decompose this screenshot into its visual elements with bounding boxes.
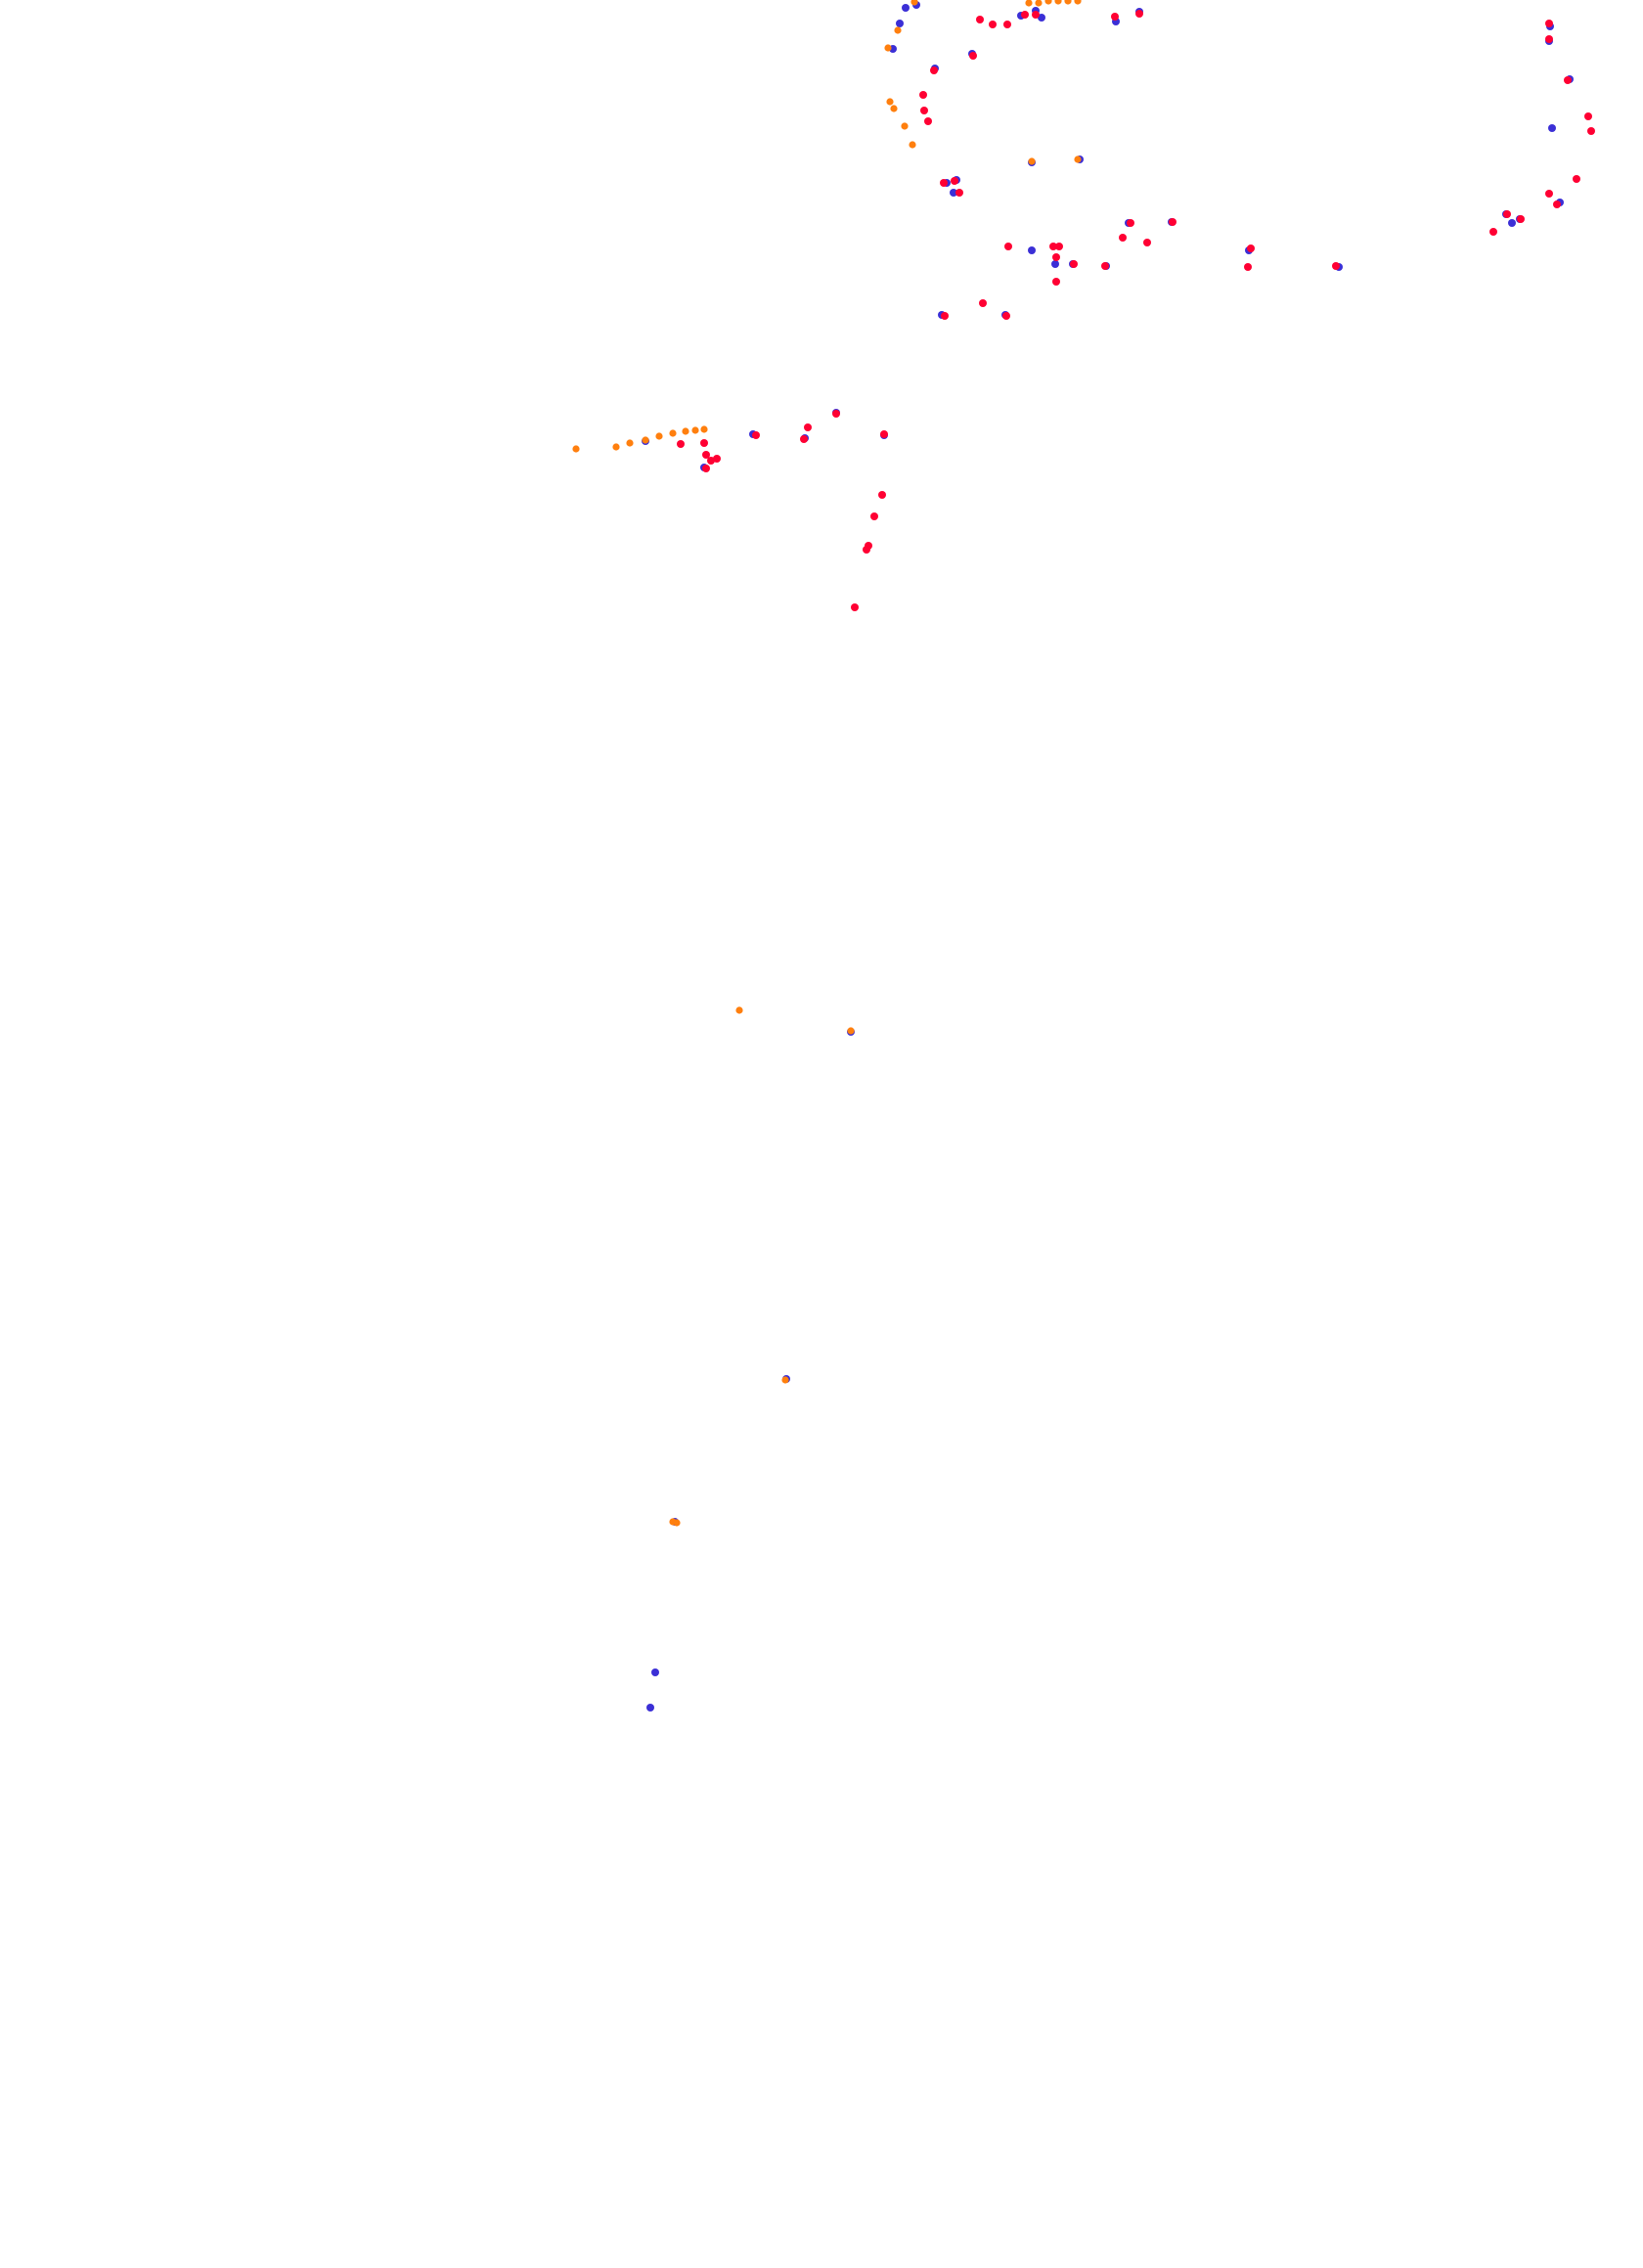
red-map-point bbox=[1021, 11, 1029, 19]
red-map-point bbox=[677, 440, 685, 448]
red-map-point bbox=[1111, 13, 1119, 21]
red-point-layer bbox=[677, 10, 1595, 611]
red-map-point bbox=[863, 546, 870, 554]
red-map-point bbox=[1332, 262, 1340, 270]
blue-map-point bbox=[651, 1668, 659, 1676]
orange-map-point bbox=[886, 98, 894, 106]
blue-map-point bbox=[1051, 260, 1059, 268]
orange-map-point bbox=[1044, 0, 1052, 5]
red-map-point bbox=[702, 465, 710, 472]
red-map-point bbox=[969, 52, 977, 60]
red-map-point bbox=[1169, 218, 1177, 226]
red-map-point bbox=[832, 410, 840, 418]
orange-map-point bbox=[894, 26, 902, 34]
red-map-point bbox=[851, 603, 859, 611]
orange-map-point bbox=[1054, 0, 1062, 5]
red-map-point bbox=[955, 189, 963, 197]
red-map-point bbox=[1052, 253, 1060, 261]
red-map-point bbox=[1545, 190, 1553, 198]
red-map-point bbox=[920, 107, 928, 114]
red-map-point bbox=[1545, 35, 1553, 43]
orange-map-point bbox=[909, 141, 916, 149]
orange-map-point bbox=[1035, 0, 1043, 7]
orange-map-point bbox=[673, 1519, 681, 1527]
red-map-point bbox=[1503, 210, 1511, 218]
orange-map-point bbox=[735, 1006, 743, 1014]
red-map-point bbox=[924, 117, 932, 125]
blue-map-point bbox=[1038, 14, 1045, 22]
orange-map-point bbox=[612, 443, 620, 451]
red-map-point bbox=[1052, 278, 1060, 286]
orange-map-point bbox=[572, 445, 580, 453]
red-map-point bbox=[804, 423, 812, 431]
red-map-point bbox=[1244, 263, 1252, 271]
orange-map-point bbox=[781, 1376, 789, 1384]
red-map-point bbox=[713, 455, 721, 463]
red-map-point bbox=[941, 312, 949, 320]
red-map-point bbox=[870, 512, 878, 520]
red-map-point bbox=[919, 91, 927, 99]
red-map-point bbox=[976, 16, 984, 23]
orange-map-point bbox=[884, 44, 892, 52]
orange-map-point bbox=[1028, 157, 1036, 165]
red-map-point bbox=[1517, 215, 1525, 223]
red-map-point bbox=[878, 491, 886, 499]
red-map-point bbox=[1587, 127, 1595, 135]
red-map-point bbox=[1135, 10, 1143, 18]
orange-map-point bbox=[1025, 0, 1033, 7]
red-map-point bbox=[930, 67, 938, 74]
red-map-point bbox=[1049, 243, 1057, 250]
orange-map-point bbox=[682, 427, 689, 435]
orange-map-point bbox=[847, 1027, 855, 1035]
red-map-point bbox=[700, 439, 708, 447]
orange-map-point bbox=[655, 432, 663, 440]
orange-map-point bbox=[691, 426, 699, 434]
red-map-point bbox=[979, 299, 987, 307]
red-map-point bbox=[752, 431, 760, 439]
red-map-point bbox=[1545, 20, 1553, 27]
blue-map-point bbox=[1548, 124, 1556, 132]
red-map-point bbox=[1119, 234, 1127, 242]
red-map-point bbox=[1002, 312, 1010, 320]
red-map-point bbox=[1127, 219, 1134, 227]
blue-map-point bbox=[902, 4, 910, 12]
orange-map-point bbox=[1064, 0, 1072, 5]
blue-map-point bbox=[950, 189, 957, 197]
red-map-point bbox=[1101, 262, 1109, 270]
red-map-point bbox=[1032, 11, 1040, 19]
red-map-point bbox=[1055, 243, 1063, 250]
orange-map-point bbox=[901, 122, 909, 130]
red-map-point bbox=[1553, 200, 1561, 208]
blue-map-point bbox=[896, 20, 904, 27]
red-map-point bbox=[880, 430, 888, 438]
orange-point-layer bbox=[572, 0, 1082, 1527]
orange-map-point bbox=[890, 105, 898, 112]
red-map-point bbox=[800, 435, 808, 443]
red-map-point bbox=[951, 177, 958, 185]
orange-map-point bbox=[910, 0, 918, 6]
red-map-point bbox=[1070, 260, 1078, 268]
blue-map-point bbox=[646, 1704, 654, 1712]
red-map-point bbox=[1584, 112, 1592, 120]
red-map-point bbox=[1003, 21, 1011, 28]
orange-map-point bbox=[1074, 0, 1082, 5]
red-map-point bbox=[1489, 228, 1497, 236]
blue-map-point bbox=[1028, 246, 1036, 254]
red-map-point bbox=[1573, 175, 1580, 183]
red-map-point bbox=[1143, 239, 1151, 246]
orange-map-point bbox=[669, 429, 677, 437]
orange-map-point bbox=[642, 436, 649, 444]
orange-map-point bbox=[1074, 156, 1082, 163]
red-map-point bbox=[1247, 245, 1255, 252]
red-map-point bbox=[940, 179, 948, 187]
blue-map-point bbox=[1508, 219, 1516, 227]
orange-map-point bbox=[626, 439, 634, 447]
red-map-point bbox=[989, 21, 997, 28]
red-map-point bbox=[1564, 76, 1572, 84]
red-map-point bbox=[702, 451, 710, 459]
orange-map-point bbox=[700, 425, 708, 433]
red-map-point bbox=[1004, 243, 1012, 250]
